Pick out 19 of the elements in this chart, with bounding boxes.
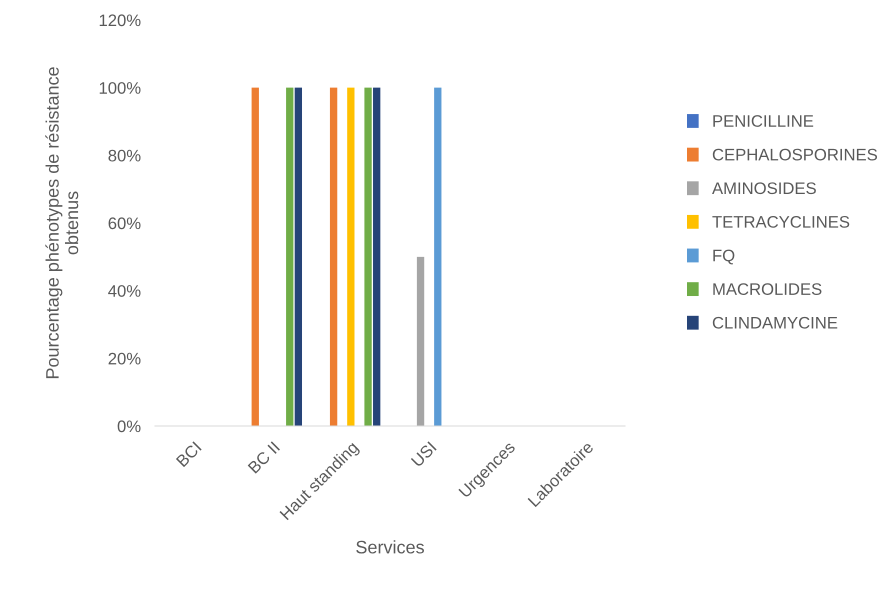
legend-label: FQ: [713, 250, 734, 264]
x-tick-label: BC II: [248, 441, 280, 474]
legend-label: CLINDAMYCINE: [712, 316, 838, 329]
x-axis-title: Services: [356, 540, 424, 554]
y-tick-label: 20%: [108, 352, 141, 365]
legend-label: PENICILLINE: [713, 115, 814, 127]
y-tick-label: 60%: [108, 217, 141, 230]
y-tick-label: 80%: [108, 150, 141, 162]
y-tick-label: 40%: [108, 285, 141, 297]
y-tick-label: 0%: [118, 420, 141, 432]
y-tick-label: 100%: [100, 82, 141, 94]
legend-label: MACROLIDES: [713, 283, 822, 296]
legend-label: CEPHALOSPORINES: [712, 148, 878, 161]
legend-label: AMINOSIDES: [712, 182, 816, 194]
y-axis-title: Pourcentage phénotypes de résistance obtenus: [45, 67, 78, 378]
x-tick-label: USI: [410, 441, 437, 468]
legend-label: TETRACYCLINES: [712, 216, 850, 228]
x-tick-label: BCI: [176, 441, 202, 468]
y-tick-label: 120%: [100, 14, 141, 26]
